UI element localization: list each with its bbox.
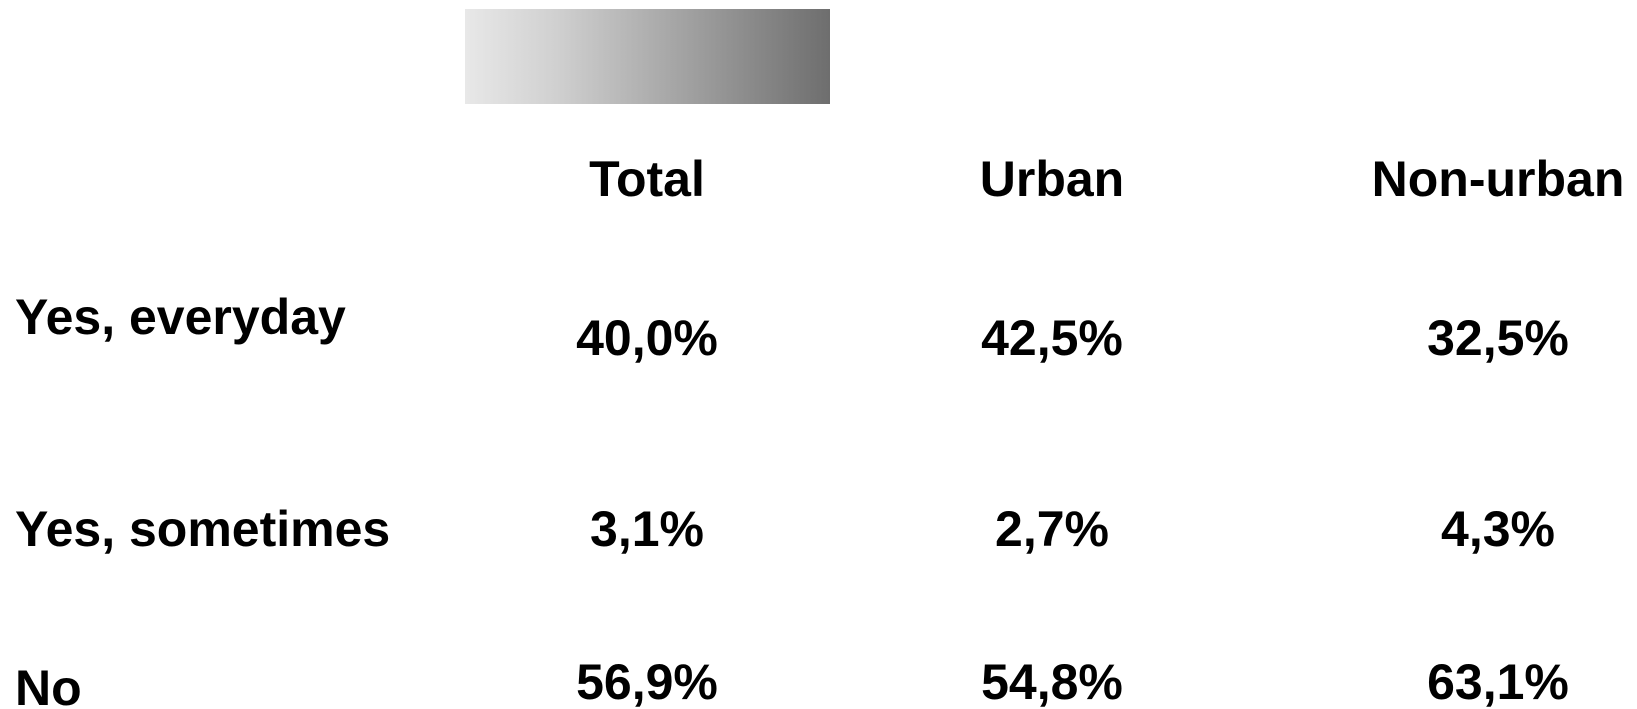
- table-cell: 54,8%: [981, 654, 1123, 709]
- row-label: Yes, everyday: [15, 289, 346, 345]
- column-header: Total: [589, 151, 705, 207]
- table-cell: 42,5%: [981, 310, 1123, 366]
- row-label: Yes, sometimes: [15, 501, 390, 557]
- table-cell: 3,1%: [590, 501, 704, 557]
- column-header: Non-urban: [1372, 151, 1625, 207]
- table-cell: 40,0%: [576, 310, 718, 366]
- column-header: Urban: [980, 151, 1124, 207]
- table: Total Urban Non-urban Yes, everyday 40,0% 42,…: [15, 151, 1624, 709]
- table-cell: 32,5%: [1427, 310, 1569, 366]
- table-cell: 4,3%: [1441, 501, 1555, 557]
- table-cell: 63,1%: [1427, 654, 1569, 709]
- table-cell: 2,7%: [995, 501, 1109, 557]
- table-cell: 56,9%: [576, 654, 718, 709]
- gradient-banner: [465, 9, 830, 104]
- row-label: No: [15, 660, 82, 709]
